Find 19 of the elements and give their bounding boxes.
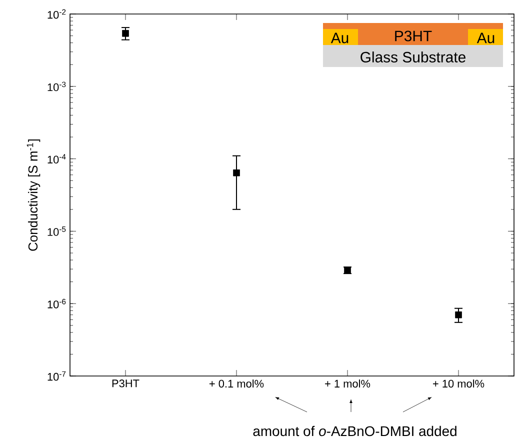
y-tick-label: 10$^{-3}$ bbox=[48, 82, 66, 92]
annotation: Au bbox=[476, 32, 494, 44]
y-tick-label: 10$^{-4}$ bbox=[48, 154, 66, 164]
x-tick-label: + 10 mol% bbox=[432, 380, 484, 388]
text: amount of o-AzBnO-DMBI added bbox=[253, 426, 456, 436]
annotation: Au bbox=[330, 32, 348, 44]
y-tick-label: 10$^{-2}$ bbox=[48, 9, 66, 19]
x-tick-label: + 0.1 mol% bbox=[209, 380, 264, 388]
y-tick-label: 10$^{-7}$ bbox=[48, 371, 66, 381]
annotation: Glass Substrate bbox=[360, 52, 466, 62]
annotation: P3HT bbox=[395, 30, 432, 42]
x-tick-label: P3HT bbox=[112, 380, 140, 388]
point bbox=[233, 169, 240, 176]
y-tick-label: 10$^{-6}$ bbox=[48, 298, 66, 308]
point bbox=[122, 30, 129, 37]
y-tick-label: 10$^{-5}$ bbox=[48, 226, 66, 236]
y-axis-title: Conductivity [S m$^{-1}$] bbox=[26, 139, 40, 251]
x-tick-label: + 1 mol% bbox=[325, 380, 370, 388]
point bbox=[455, 311, 462, 318]
